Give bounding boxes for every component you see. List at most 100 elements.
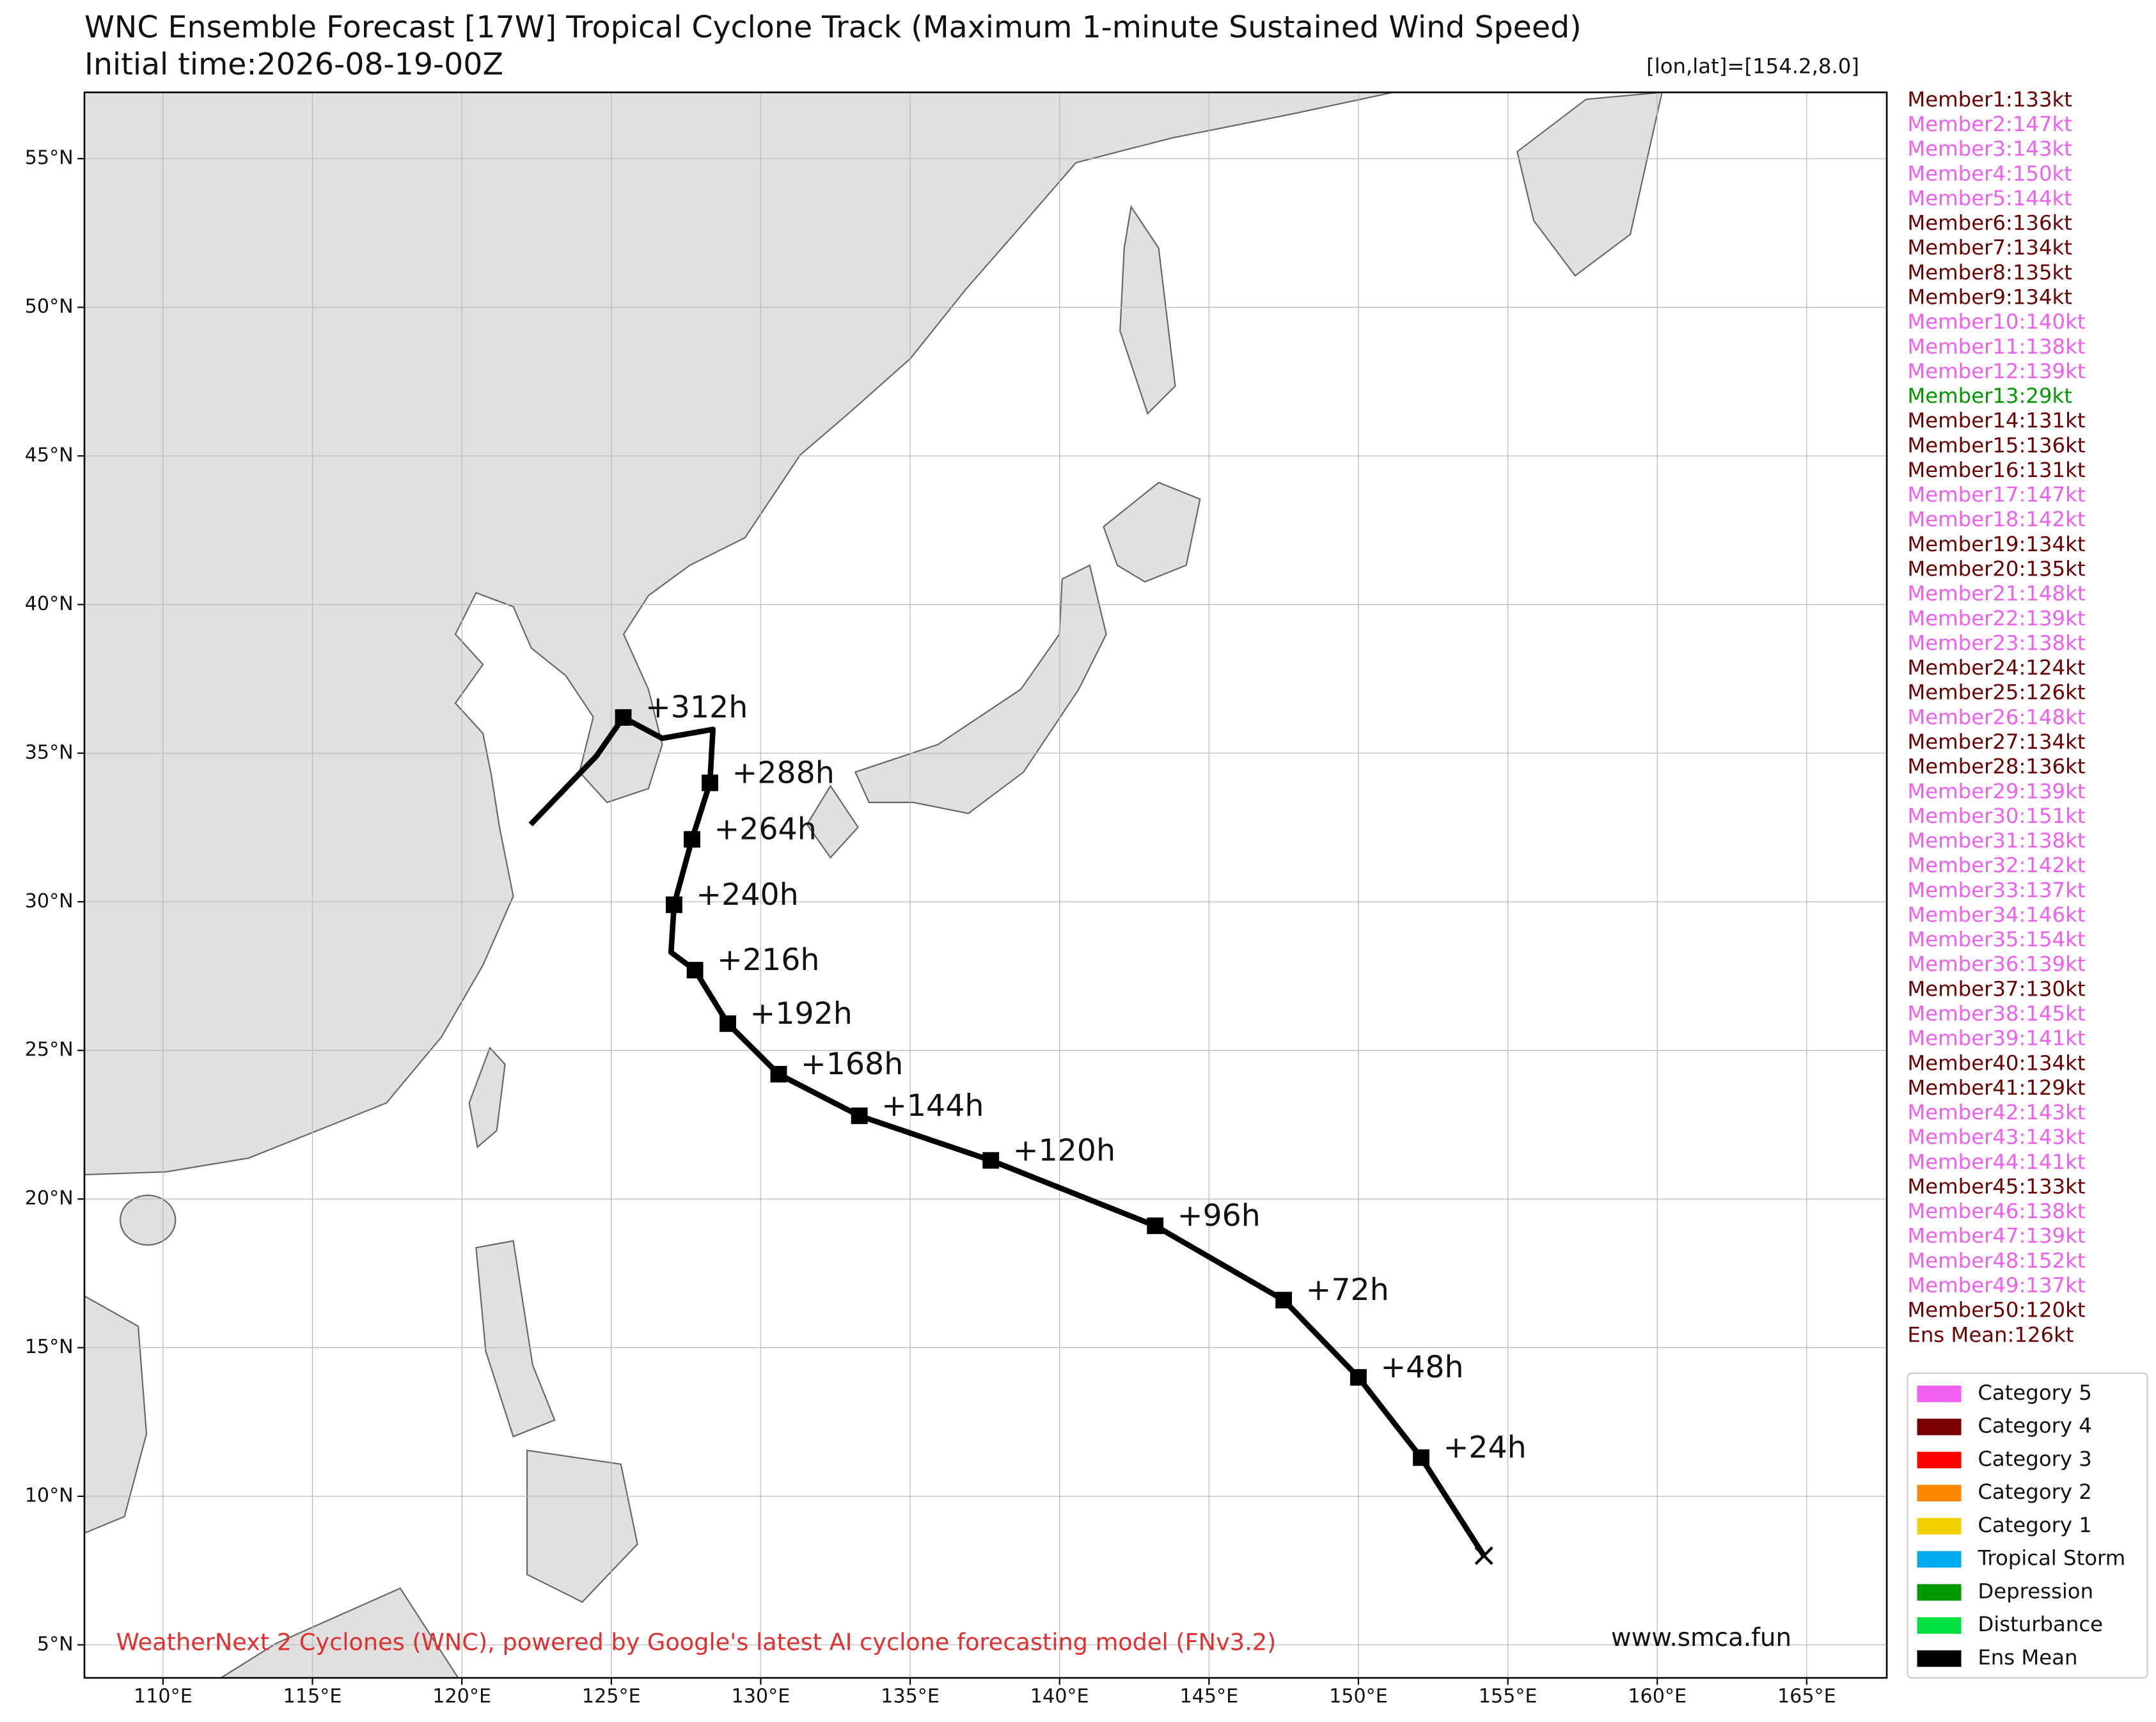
legend-label: Category 5 (1978, 1381, 2092, 1405)
track-label: +192h (750, 996, 853, 1031)
x-tick-label: 135°E (881, 1686, 940, 1708)
map-frame (83, 91, 1888, 1679)
member-label: Member32:142kt (1907, 853, 2085, 877)
member-label: Member5:144kt (1907, 186, 2072, 210)
x-tick-label: 165°E (1777, 1686, 1836, 1708)
member-label: Member37:130kt (1907, 976, 2085, 1001)
track-label: +48h (1380, 1350, 1463, 1385)
chart-title: WNC Ensemble Forecast [17W] Tropical Cyc… (84, 10, 1582, 45)
y-tick-label: 30°N (25, 890, 74, 912)
member-label: Member43:143kt (1907, 1125, 2085, 1149)
member-label: Member42:143kt (1907, 1100, 2085, 1125)
track-point (851, 1108, 868, 1124)
track-point (1275, 1292, 1293, 1309)
y-tick-label: 15°N (25, 1336, 74, 1358)
legend-box (1907, 1372, 2148, 1679)
legend-label: Category 3 (1978, 1446, 2092, 1471)
track-point (770, 1065, 787, 1083)
member-label: Member21:148kt (1907, 581, 2085, 606)
track-label: +216h (717, 943, 819, 978)
track-point (686, 962, 704, 979)
legend-swatch (1917, 1418, 1962, 1436)
y-tick-label: 25°N (25, 1038, 74, 1061)
track-point (720, 1015, 736, 1032)
member-label: Member26:148kt (1907, 705, 2085, 729)
x-tick-label: 130°E (732, 1686, 791, 1708)
member-label: Member13:29kt (1907, 384, 2072, 408)
member-label: Member6:136kt (1907, 211, 2072, 235)
member-label: Member34:146kt (1907, 902, 2085, 927)
member-label: Member16:131kt (1907, 458, 2085, 482)
member-label: Member25:126kt (1907, 680, 2085, 705)
track-label: +312h (645, 690, 748, 725)
track-point (615, 709, 632, 726)
y-tick-label: 10°N (25, 1484, 74, 1507)
track-label: +240h (696, 877, 798, 912)
x-tick-label: 150°E (1329, 1686, 1388, 1708)
x-tick-label: 155°E (1479, 1686, 1538, 1708)
legend-label: Tropical Storm (1977, 1546, 2125, 1570)
track-label: +144h (881, 1088, 984, 1123)
track-point (684, 831, 700, 848)
member-label: Member11:138kt (1907, 334, 2085, 359)
member-label: Member19:134kt (1907, 532, 2085, 556)
member-label: Member1:133kt (1907, 87, 2072, 111)
y-tick-label: 45°N (25, 444, 74, 466)
member-label: Ens Mean:126kt (1907, 1322, 2073, 1347)
x-tick-label: 115°E (283, 1686, 342, 1708)
member-label: Member36:139kt (1907, 952, 2085, 976)
member-label: Member2:147kt (1907, 112, 2072, 136)
member-label: Member12:139kt (1907, 359, 2085, 383)
member-label: Member15:136kt (1907, 433, 2085, 457)
member-label: Member14:131kt (1907, 409, 2085, 433)
legend-swatch (1917, 1485, 1962, 1502)
legend-swatch (1917, 1551, 1962, 1568)
track-point (1350, 1369, 1367, 1386)
track-label: +288h (732, 755, 834, 790)
track-label: +264h (714, 812, 816, 847)
tracks: +24h +48h +72h +96h +120h +144h +168h +192h +216… (528, 690, 1527, 1565)
y-tick-label: 55°N (25, 147, 74, 169)
member-label: Member28:136kt (1907, 755, 2085, 779)
x-tick-label: 120°E (432, 1686, 491, 1708)
member-label: Member4:150kt (1907, 161, 2072, 185)
x-tick-label: 160°E (1628, 1686, 1687, 1708)
legend-swatch (1917, 1584, 1962, 1601)
track-label: +168h (801, 1047, 903, 1082)
legend-swatch (1917, 1452, 1962, 1469)
track-point (1147, 1217, 1164, 1234)
legend-swatch (1917, 1517, 1962, 1535)
legend-swatch (1917, 1385, 1962, 1402)
member-label: Member9:134kt (1907, 285, 2072, 309)
x-tick-label: 110°E (134, 1686, 193, 1708)
legend-swatch (1917, 1650, 1962, 1667)
member-label: Member45:133kt (1907, 1174, 2085, 1198)
x-tick-label: 140°E (1030, 1686, 1089, 1708)
land (84, 92, 1663, 1679)
member-label: Member20:135kt (1907, 557, 2085, 581)
member-label: Member30:151kt (1907, 804, 2085, 828)
member-label: Member29:139kt (1907, 779, 2085, 803)
member-label: Member24:124kt (1907, 655, 2085, 680)
member-label: Member23:138kt (1907, 630, 2085, 655)
member-label: Member3:143kt (1907, 137, 2072, 161)
legend-label: Category 2 (1978, 1480, 2092, 1504)
position-label: [lon,lat]=[154.2,8.0] (1646, 54, 1859, 79)
member-label: Member7:134kt (1907, 235, 2072, 260)
track-point (982, 1152, 1000, 1169)
member-label: Member18:142kt (1907, 507, 2085, 531)
member-label: Member10:140kt (1907, 309, 2085, 334)
y-tick-label: 50°N (25, 295, 74, 318)
track-point (1413, 1449, 1430, 1466)
chart-subtitle: Initial time:2026-08-19-00Z (84, 47, 503, 82)
y-tick-label: 20°N (25, 1187, 74, 1210)
member-label: Member33:137kt (1907, 878, 2085, 902)
x-tick-label: 125°E (582, 1686, 641, 1708)
legend-label: Category 4 (1978, 1414, 2092, 1438)
member-label: Member38:145kt (1907, 1001, 2085, 1026)
legend-swatch (1917, 1617, 1962, 1634)
track-label: +24h (1444, 1430, 1527, 1466)
member-label: Member31:138kt (1907, 829, 2085, 853)
track-point (702, 774, 718, 792)
track-label: +72h (1306, 1272, 1389, 1308)
